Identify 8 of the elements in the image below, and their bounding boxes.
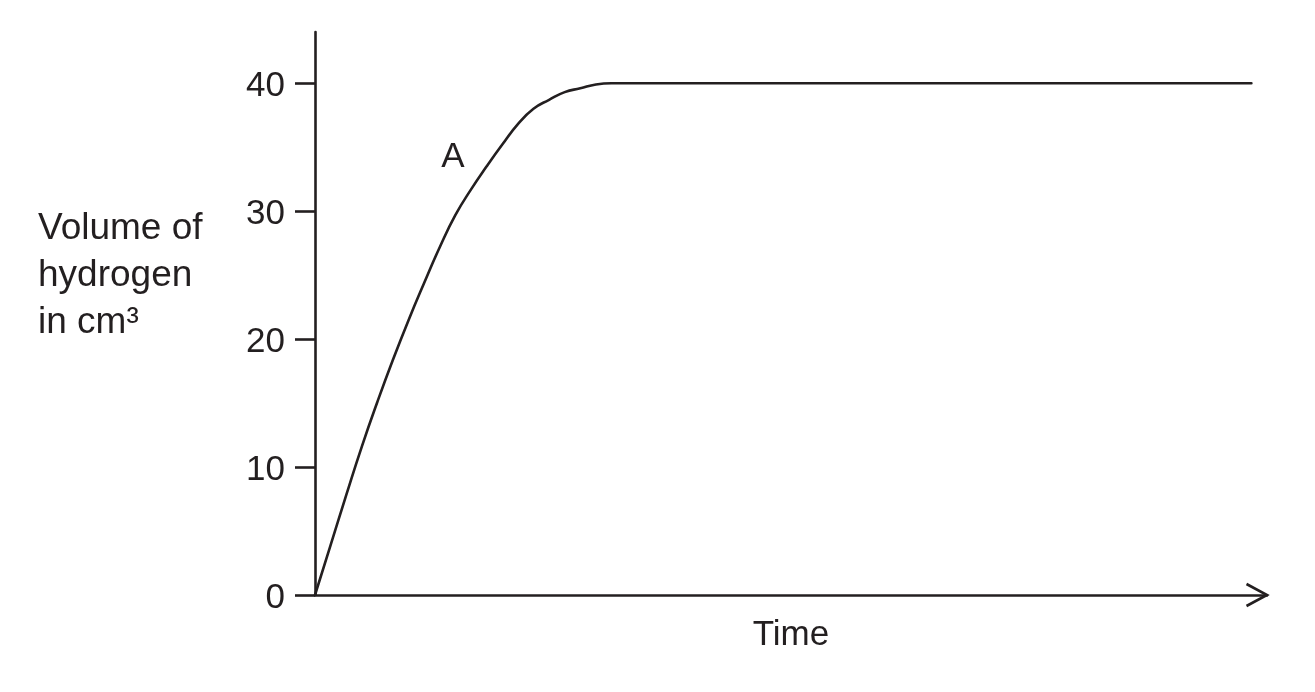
y-tick-label: 30 — [246, 191, 285, 231]
y-tick-label: 40 — [246, 63, 285, 103]
series-label: A — [441, 134, 466, 174]
y-tick-label: 20 — [246, 319, 285, 359]
y-tick-label: 0 — [265, 575, 285, 615]
y-tick-label: 10 — [246, 447, 285, 487]
y-axis-title: Volume of hydrogen in cm³ — [38, 206, 213, 341]
x-axis-title: Time — [752, 613, 830, 652]
